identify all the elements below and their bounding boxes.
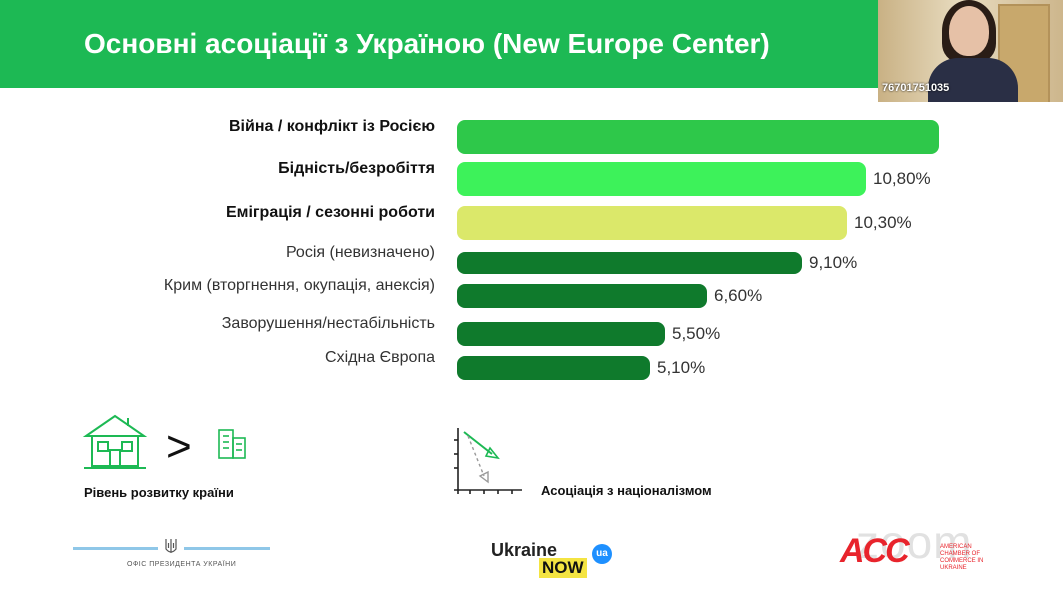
acc-logo-subtitle: AMERICAN CHAMBER OF COMMERCE IN UKRAINE — [940, 544, 984, 571]
bar — [457, 252, 802, 274]
bar — [457, 206, 847, 240]
bar-label: Бідність/безробіття — [278, 160, 435, 177]
video-person-body — [928, 58, 1018, 102]
bar-label: Східна Європа — [325, 349, 435, 366]
bar-value-label: 6,60% — [714, 286, 763, 305]
trident-icon — [165, 539, 177, 553]
bar — [457, 356, 650, 380]
bar — [457, 322, 665, 346]
decline-chart-icon — [454, 428, 522, 494]
participant-id: 76701751035 — [882, 82, 950, 94]
ukraine-now-ua-badge: ua — [592, 544, 612, 564]
greater-than-sign: > — [166, 422, 192, 471]
bar — [457, 120, 939, 154]
development-caption: Рівень розвитку країни — [84, 485, 234, 500]
bar-label: Війна / конфлікт із Росією — [229, 118, 435, 135]
acc-logo: ACC — [840, 532, 910, 570]
bar-label: Заворушення/нестабільність — [221, 315, 435, 332]
bar-value-label: 5,10% — [657, 358, 706, 377]
bar-value-label: 5,50% — [672, 324, 721, 343]
video-person-face — [949, 6, 989, 56]
slide-title: Основні асоціації з Україною (New Europe… — [84, 28, 770, 59]
bar-value-label: 10,80% — [873, 169, 931, 188]
ukraine-now-logo-text: Ukraine — [491, 540, 558, 560]
bar — [457, 162, 866, 196]
house-icon — [82, 414, 148, 469]
bar-value-label: 10,30% — [854, 213, 912, 232]
footer-line-left — [73, 547, 158, 550]
footer-line-right — [184, 547, 270, 550]
bar-label: Росія (невизначено) — [285, 244, 435, 261]
bar-label: Еміграція / сезонні роботи — [225, 204, 435, 221]
bar-label: Крим (вторгнення, окупація, анексія) — [163, 277, 435, 294]
nationalism-caption: Асоціація з націоналізмом — [541, 483, 712, 498]
president-office-text: ОФІС ПРЕЗИДЕНТА УКРАЇНИ — [127, 561, 237, 568]
zoom-watermark: zoom — [856, 516, 973, 568]
ukraine-now-logo-now: NOW — [539, 558, 587, 578]
slide-header: Основні асоціації з Україною (New Europe… — [0, 0, 878, 88]
participant-video[interactable]: 76701751035 — [878, 0, 1063, 102]
bar-value-label: 9,10% — [809, 253, 858, 272]
bar — [457, 284, 707, 308]
buildings-icon — [218, 429, 246, 459]
